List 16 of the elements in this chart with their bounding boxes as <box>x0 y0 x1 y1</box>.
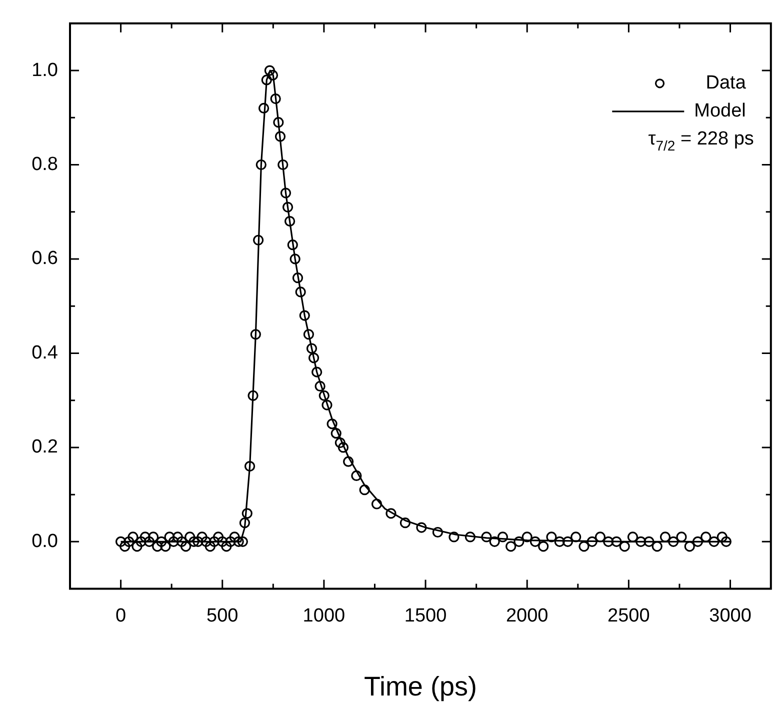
y-tick-label: 0.4 <box>32 342 58 364</box>
y-tick-label: 1.0 <box>32 60 58 81</box>
y-tick-label: 0.8 <box>32 154 58 175</box>
legend-label: Model <box>694 100 746 122</box>
y-tick-label: 0.2 <box>32 436 58 458</box>
x-tick-label: 500 <box>206 605 238 626</box>
y-tick-label: 0.6 <box>32 248 58 270</box>
y-tick-label: 0.0 <box>32 530 58 552</box>
x-tick-label: 1500 <box>404 605 447 626</box>
x-tick-label: 0 <box>116 605 126 626</box>
x-tick-label: 1000 <box>302 605 346 626</box>
x-tick-label: 3000 <box>709 605 752 626</box>
x-tick-label: 2000 <box>506 605 548 626</box>
legend-label: Data <box>706 72 746 94</box>
x-axis-title: Time (ps) <box>364 671 477 702</box>
x-tick-label: 2500 <box>608 605 650 626</box>
